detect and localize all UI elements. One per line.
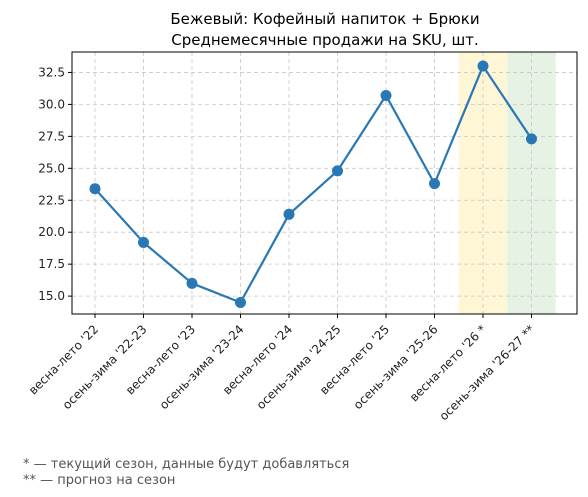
series-line — [94, 64, 533, 304]
y-tick-label: 22.5 — [38, 193, 65, 207]
data-point — [283, 208, 295, 220]
data-point — [89, 183, 101, 195]
plot-frame — [71, 51, 578, 315]
data-point — [477, 60, 489, 72]
highlight-band — [507, 52, 556, 314]
chart-title: Бежевый: Кофейный напиток + Брюки — [170, 10, 479, 28]
data-point — [235, 296, 246, 308]
data-point — [186, 277, 198, 289]
y-tick-label: 25.0 — [38, 161, 65, 175]
x-tick-label: осень-зима '22-23 — [60, 322, 150, 412]
x-tick-label: осень-зима '24-25 — [254, 322, 344, 412]
y-axis: 15.0 17.5 20.0 22.5 25.0 27.5 30.0 32.5 — [38, 65, 72, 303]
y-tick-label: 27.5 — [38, 129, 65, 143]
x-tick-label: осень-зима '23-24 — [157, 322, 247, 412]
y-tick-label: 32.5 — [38, 65, 65, 79]
data-point — [332, 165, 343, 177]
data-point — [380, 89, 392, 101]
y-tick-label: 15.0 — [38, 289, 65, 303]
y-tick-label: 30.0 — [38, 97, 65, 111]
series-points — [89, 60, 537, 308]
data-point — [526, 133, 537, 145]
y-tick-label: 20.0 — [38, 225, 65, 239]
chart: Бежевый: Кофейный напиток + Брюки Средне… — [26, 10, 578, 423]
x-tick-label: осень-зима '26-27 ** — [437, 322, 538, 423]
chart-subtitle: Среднемесячные продажи на SKU, шт. — [171, 31, 479, 49]
data-point — [429, 178, 440, 190]
x-tick-label: осень-зима '25-26 — [351, 322, 441, 412]
y-tick-label: 17.5 — [38, 257, 65, 271]
footnote-current-season: * — текущий сезон, данные будут добавлят… — [23, 457, 350, 472]
footnote-forecast: ** — прогноз на сезон — [23, 473, 176, 488]
data-point — [138, 236, 149, 248]
